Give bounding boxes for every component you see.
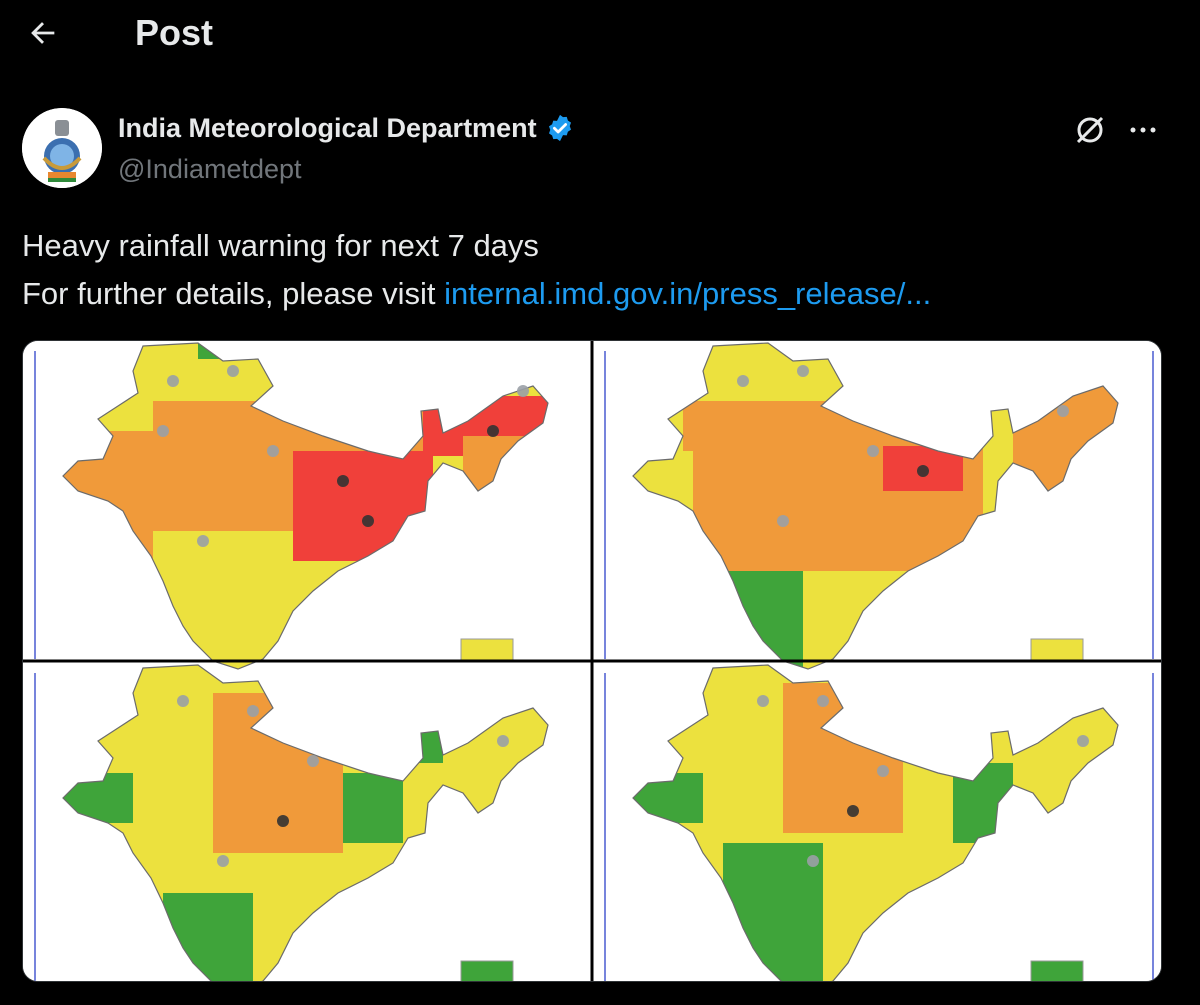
- avatar[interactable]: [22, 108, 102, 188]
- author-handle[interactable]: @Indiametdept: [118, 154, 302, 184]
- press-release-link[interactable]: internal.imd.gov.in/press_release/...: [444, 276, 932, 311]
- imd-emblem-icon: [22, 108, 102, 188]
- warning-maps-image: [23, 341, 1161, 981]
- author-name[interactable]: India Meteorological Department: [118, 110, 575, 146]
- post-line-2: For further details, please visit intern…: [22, 270, 1172, 318]
- verified-badge-icon: [548, 114, 571, 142]
- page-title: Post: [135, 12, 214, 53]
- post-line-1: Heavy rainfall warning for next 7 days: [22, 228, 539, 263]
- more-button[interactable]: [1125, 112, 1161, 148]
- grok-button[interactable]: [1072, 112, 1108, 148]
- grok-icon: [1076, 116, 1104, 144]
- arrow-left-icon: [31, 22, 55, 44]
- post-text: Heavy rainfall warning for next 7 days F…: [22, 222, 1172, 318]
- top-bar: Post: [0, 0, 1200, 70]
- author-name-text: India Meteorological Department: [118, 113, 537, 143]
- back-button[interactable]: [22, 12, 64, 54]
- post-image[interactable]: [22, 340, 1162, 982]
- post-line-2-prefix: For further details, please visit: [22, 276, 445, 311]
- more-icon: [1130, 127, 1156, 133]
